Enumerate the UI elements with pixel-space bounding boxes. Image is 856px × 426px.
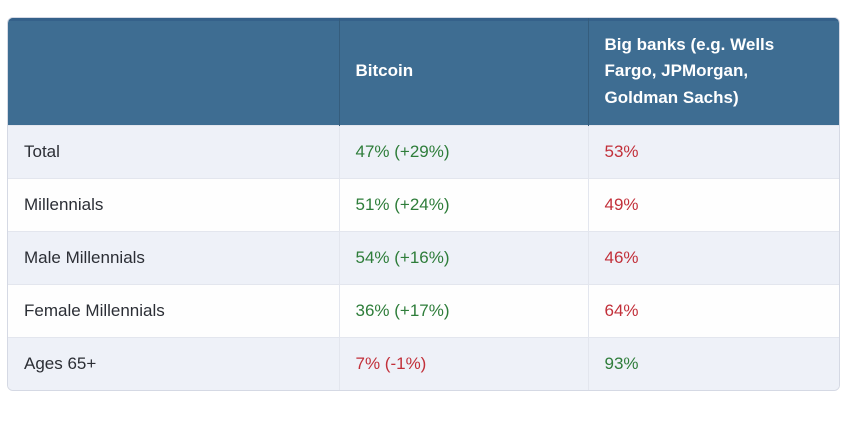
bitcoin-vs-banks-table: Bitcoin Big banks (e.g. Wells Fargo, JPM… <box>8 18 839 390</box>
header-cell-banks: Big banks (e.g. Wells Fargo, JPMorgan, G… <box>587 18 839 126</box>
table-row: Millennials 51% (+24%) 49% <box>8 178 839 232</box>
row-category-label: Millennials <box>8 178 339 232</box>
bitcoin-value: 7% (-1%) <box>338 337 588 390</box>
bitcoin-value: 54% (+16%) <box>338 231 588 285</box>
header-cell-category <box>8 18 339 126</box>
row-category-label: Total <box>8 125 339 179</box>
bitcoin-value: 47% (+29%) <box>338 125 588 179</box>
bitcoin-value: 36% (+17%) <box>338 284 588 338</box>
bitcoin-value: 51% (+24%) <box>338 178 588 232</box>
table-row: Female Millennials 36% (+17%) 64% <box>8 284 839 338</box>
header-label-bitcoin: Bitcoin <box>355 61 414 81</box>
table-header: Bitcoin Big banks (e.g. Wells Fargo, JPM… <box>8 18 839 126</box>
banks-value: 53% <box>587 125 839 179</box>
table-row: Male Millennials 54% (+16%) 46% <box>8 231 839 285</box>
row-category-label: Female Millennials <box>8 284 339 338</box>
banks-value: 49% <box>587 178 839 232</box>
header-cell-bitcoin: Bitcoin <box>338 18 588 126</box>
row-category-label: Ages 65+ <box>8 337 339 390</box>
banks-value: 93% <box>587 337 839 390</box>
banks-value: 64% <box>587 284 839 338</box>
banks-value: 46% <box>587 231 839 285</box>
table-row: Total 47% (+29%) 53% <box>8 125 839 179</box>
header-row: Bitcoin Big banks (e.g. Wells Fargo, JPM… <box>8 18 839 126</box>
table-body: Total 47% (+29%) 53% Millennials 51% (+2… <box>8 125 839 390</box>
header-label-banks: Big banks (e.g. Wells Fargo, JPMorgan, G… <box>604 34 775 107</box>
table-row: Ages 65+ 7% (-1%) 93% <box>8 337 839 390</box>
bitcoin-vs-banks-table-card: Bitcoin Big banks (e.g. Wells Fargo, JPM… <box>7 17 840 391</box>
row-category-label: Male Millennials <box>8 231 339 285</box>
